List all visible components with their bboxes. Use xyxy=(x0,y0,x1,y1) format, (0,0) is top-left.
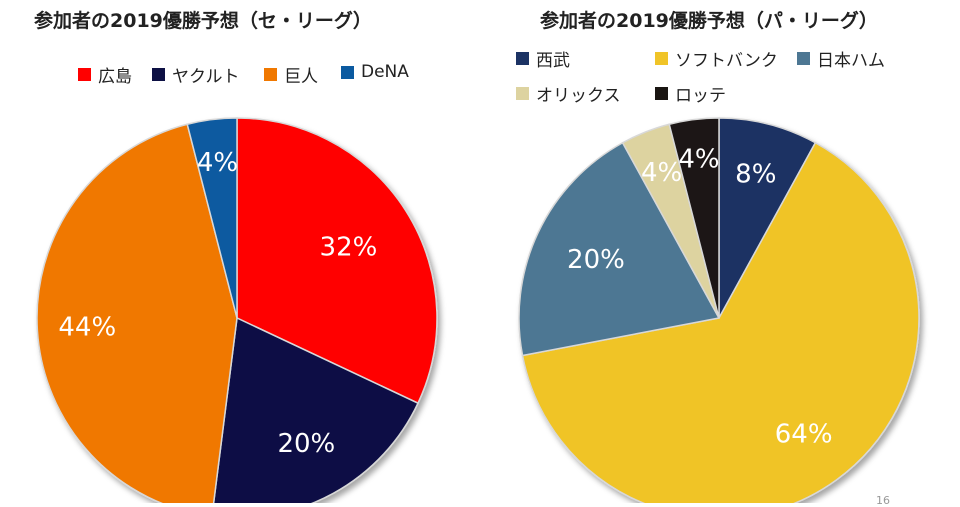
pie-slice-2 xyxy=(521,141,920,503)
legend-item-hiroshima: 広島 xyxy=(78,62,132,87)
chart-title-pacific: 参加者の2019優勝予想（パ・リーグ） xyxy=(540,10,878,32)
pie-slice-3 xyxy=(518,141,721,357)
legend-label: ソフトバンク xyxy=(675,51,778,71)
legend-label: 巨人 xyxy=(284,67,318,87)
legend-label: DeNA xyxy=(361,62,409,82)
pie-slice-2 xyxy=(212,316,419,503)
legend-label: 日本ハム xyxy=(817,51,885,71)
slice-label-4: 4% xyxy=(641,158,682,188)
legend-label: 広島 xyxy=(98,67,132,87)
slice-label-2: 20% xyxy=(277,429,335,459)
slice-label-1: 8% xyxy=(735,160,776,190)
pie-slice-4 xyxy=(186,117,238,319)
pie-slice-1 xyxy=(718,117,817,319)
legend-swatch xyxy=(341,65,354,79)
legend-swatch xyxy=(655,52,668,65)
pie-central-labels: 32% 20% 44% 4% xyxy=(58,148,377,459)
pie-slice-1 xyxy=(236,117,438,405)
page-number: 16 xyxy=(876,494,890,507)
legend-label: 西武 xyxy=(536,51,570,71)
legend-item-kyojin: 巨人 xyxy=(264,62,318,87)
slice-label-4: 4% xyxy=(197,148,238,178)
slice-label-2: 64% xyxy=(775,419,833,449)
slice-label-5: 4% xyxy=(678,144,719,174)
legend-item-lotte: ロッテ xyxy=(655,81,726,106)
pie-slice-3 xyxy=(36,123,238,503)
pie-pacific-labels: 8% 64% 20% 4%4% xyxy=(567,144,832,449)
pie-slice-5 xyxy=(668,117,720,319)
legend-label: ロッテ xyxy=(675,86,726,106)
legend-swatch xyxy=(516,52,529,65)
legend-swatch xyxy=(78,68,91,81)
legend-swatch xyxy=(797,52,810,65)
legend-item-softbank: ソフトバンク xyxy=(655,46,778,71)
legend-swatch xyxy=(655,87,668,100)
chart-title-central: 参加者の2019優勝予想（セ・リーグ） xyxy=(34,10,372,32)
legend-item-orix: オリックス xyxy=(516,81,621,106)
pie-central xyxy=(36,117,438,503)
slice-label-3: 20% xyxy=(567,245,625,275)
legend-item-yakult: ヤクルト xyxy=(152,62,240,87)
legend-item-dena: DeNA xyxy=(341,62,409,82)
legend-label: ヤクルト xyxy=(172,67,240,87)
legend-swatch xyxy=(264,68,277,81)
legend-label: オリックス xyxy=(536,86,621,106)
pie-pacific xyxy=(518,117,920,503)
legend-item-seibu: 西武 xyxy=(516,46,570,71)
legend-swatch xyxy=(152,68,165,81)
slice-label-1: 32% xyxy=(320,232,378,262)
legend-swatch xyxy=(516,87,529,100)
slice-label-3: 44% xyxy=(58,312,116,342)
legend-item-nipponham: 日本ハム xyxy=(797,46,885,71)
